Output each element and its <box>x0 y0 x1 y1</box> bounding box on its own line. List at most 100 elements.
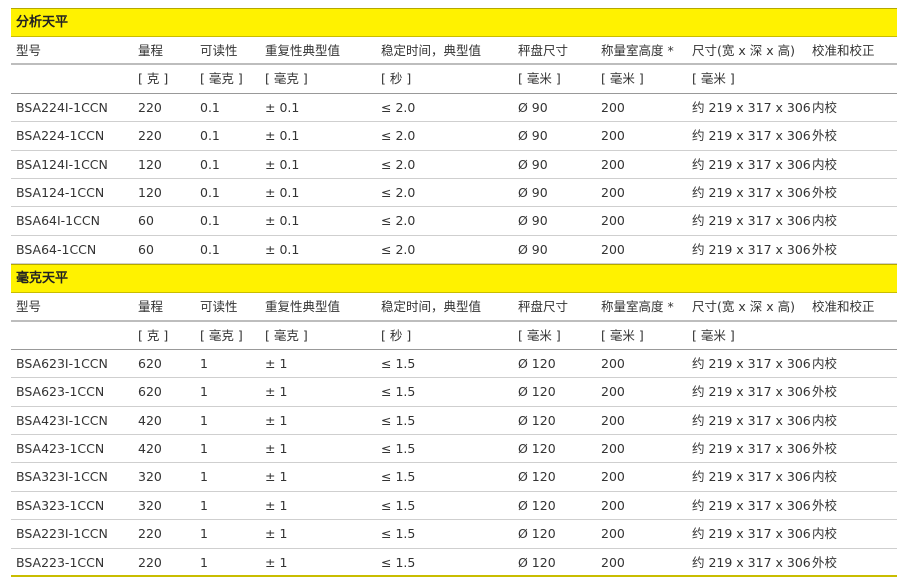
readability-cell: 0.1 <box>200 128 220 144</box>
pan-size-cell: Ø 120 <box>518 412 556 428</box>
dimensions-cell: 约 219 x 317 x 306 <box>692 412 811 428</box>
stabilization-time-cell: ≤ 1.5 <box>381 497 416 513</box>
table-row: BSA124I-1CCN 120 0.1 ± 0.1 ≤ 2.0 Ø 90 200 约 219… <box>11 151 897 179</box>
capacity-cell: 120 <box>138 184 162 200</box>
calibration-cell: 校准和校正 <box>812 299 875 315</box>
pan-size-cell: Ø 120 <box>518 526 556 542</box>
capacity-cell: 220 <box>138 128 162 144</box>
repeatability-cell: ± 1 <box>265 497 288 513</box>
readability-cell: 0.1 <box>200 241 220 257</box>
repeatability-cell: ± 1 <box>265 355 288 371</box>
stabilization-time-cell: ≤ 1.5 <box>381 412 416 428</box>
repeatability-cell: ± 1 <box>265 469 288 485</box>
repeatability-cell: ± 1 <box>265 441 288 457</box>
chamber-height-cell: 200 <box>601 355 625 371</box>
pan-size-cell: Ø 90 <box>518 213 548 229</box>
capacity-cell: 220 <box>138 99 162 115</box>
stabilization-time-cell: ≤ 2.0 <box>381 99 416 115</box>
pan-size-cell: Ø 120 <box>518 384 556 400</box>
table-row: BSA64-1CCN 60 0.1 ± 0.1 ≤ 2.0 Ø 90 200 约 219 x … <box>11 236 897 265</box>
model-cell: BSA323-1CCN <box>16 497 105 513</box>
pan-size-cell: Ø 90 <box>518 99 548 115</box>
readability-cell: [ 毫克 ] <box>200 71 243 87</box>
chamber-height-cell: 200 <box>601 526 625 542</box>
dimensions-cell: 约 219 x 317 x 306 <box>692 441 811 457</box>
table-row: BSA423I-1CCN 420 1 ± 1 ≤ 1.5 Ø 120 200 约 219 x … <box>11 407 897 436</box>
stabilization-time-cell: ≤ 2.0 <box>381 241 416 257</box>
pan-size-cell: [ 毫米 ] <box>518 71 561 87</box>
calibration-cell: 内校 <box>812 412 838 428</box>
table-row: BSA224I-1CCN 220 0.1 ± 0.1 ≤ 2.0 Ø 90 200 约 219… <box>11 94 897 123</box>
capacity-cell: 量程 <box>138 299 164 315</box>
capacity-cell: 420 <box>138 412 162 428</box>
chamber-height-cell: 200 <box>601 554 625 570</box>
chamber-height-cell: 200 <box>601 128 625 144</box>
readability-cell: [ 毫克 ] <box>200 327 243 343</box>
chamber-height-cell: 称量室高度 * <box>601 299 674 315</box>
table-row: BSA223I-1CCN 220 1 ± 1 ≤ 1.5 Ø 120 200 约 219 x … <box>11 520 897 549</box>
calibration-cell: 内校 <box>812 526 838 542</box>
dimensions-cell: 尺寸(宽 x 深 x 高) <box>692 299 795 315</box>
model-cell: BSA223I-1CCN <box>16 526 108 542</box>
model-cell: BSA223-1CCN <box>16 554 105 570</box>
pan-size-cell: Ø 120 <box>518 554 556 570</box>
stabilization-time-cell: 稳定时间，典型值 <box>381 299 482 315</box>
table-row: BSA223-1CCN 220 1 ± 1 ≤ 1.5 Ø 120 200 约 219 x 3… <box>11 549 897 577</box>
readability-cell: 可读性 <box>200 43 238 58</box>
model-cell: BSA64I-1CCN <box>16 213 100 229</box>
repeatability-cell: ± 0.1 <box>265 99 300 115</box>
readability-cell: 1 <box>200 412 208 428</box>
dimensions-cell: 约 219 x 317 x 306 <box>692 156 811 172</box>
pan-size-cell: 秤盘尺寸 <box>518 299 569 315</box>
dimensions-cell: 约 219 x 317 x 306 <box>692 355 811 371</box>
chamber-height-cell: 称量室高度 * <box>601 43 674 58</box>
table-row: BSA623-1CCN 620 1 ± 1 ≤ 1.5 Ø 120 200 约 219 x 3… <box>11 378 897 407</box>
dimensions-cell: 约 219 x 317 x 306 <box>692 241 811 257</box>
table-row: BSA423-1CCN 420 1 ± 1 ≤ 1.5 Ø 120 200 约 219 x 3… <box>11 435 897 464</box>
table-row: BSA224-1CCN 220 0.1 ± 0.1 ≤ 2.0 Ø 90 200 约 219 … <box>11 122 897 151</box>
pan-size-cell: Ø 120 <box>518 441 556 457</box>
chamber-height-cell: 200 <box>601 99 625 115</box>
table-row: BSA323-1CCN 320 1 ± 1 ≤ 1.5 Ø 120 200 约 219 x 3… <box>11 492 897 521</box>
readability-cell: 1 <box>200 441 208 457</box>
calibration-cell: 内校 <box>812 156 838 172</box>
model-cell: BSA423I-1CCN <box>16 412 108 428</box>
pan-size-cell: Ø 90 <box>518 128 548 144</box>
section-title: 分析天平 <box>11 8 897 37</box>
capacity-cell: 420 <box>138 441 162 457</box>
calibration-cell: 内校 <box>812 355 838 371</box>
stabilization-time-cell: ≤ 1.5 <box>381 355 416 371</box>
capacity-cell: 620 <box>138 355 162 371</box>
model-cell: 型号 <box>16 43 42 58</box>
capacity-cell: 620 <box>138 384 162 400</box>
chamber-height-cell: [ 毫米 ] <box>601 327 644 343</box>
stabilization-time-cell: [ 秒 ] <box>381 71 412 87</box>
repeatability-cell: ± 0.1 <box>265 156 300 172</box>
table-row: BSA124-1CCN 120 0.1 ± 0.1 ≤ 2.0 Ø 90 200 约 219 … <box>11 179 897 208</box>
calibration-cell: 外校 <box>812 497 838 513</box>
pan-size-cell: Ø 120 <box>518 497 556 513</box>
model-cell: BSA224I-1CCN <box>16 99 108 115</box>
repeatability-cell: ± 1 <box>265 554 288 570</box>
section-title: 毫克天平 <box>11 264 897 294</box>
chamber-height-cell: 200 <box>601 412 625 428</box>
calibration-cell: 外校 <box>812 128 838 144</box>
dimensions-cell: 约 219 x 317 x 306 <box>692 184 811 200</box>
model-cell: 型号 <box>16 299 42 315</box>
readability-cell: 1 <box>200 469 208 485</box>
readability-cell: 1 <box>200 497 208 513</box>
stabilization-time-cell: ≤ 2.0 <box>381 213 416 229</box>
capacity-cell: 220 <box>138 554 162 570</box>
stabilization-time-cell: ≤ 2.0 <box>381 184 416 200</box>
readability-cell: 1 <box>200 554 208 570</box>
dimensions-cell: 约 219 x 317 x 306 <box>692 526 811 542</box>
repeatability-cell: ± 1 <box>265 526 288 542</box>
repeatability-cell: 重复性典型值 <box>265 299 341 315</box>
stabilization-time-cell: ≤ 2.0 <box>381 156 416 172</box>
readability-cell: 1 <box>200 355 208 371</box>
pan-size-cell: Ø 120 <box>518 469 556 485</box>
pan-size-cell: Ø 90 <box>518 156 548 172</box>
chamber-height-cell: [ 毫米 ] <box>601 71 644 87</box>
repeatability-cell: ± 0.1 <box>265 213 300 229</box>
chamber-height-cell: 200 <box>601 184 625 200</box>
